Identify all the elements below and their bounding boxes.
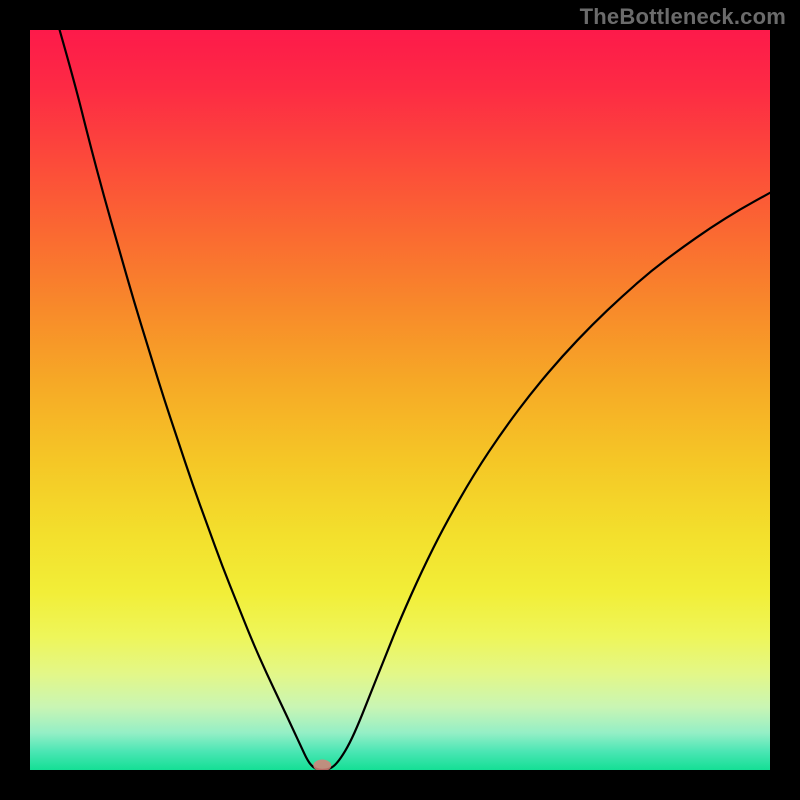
watermark-text: TheBottleneck.com (580, 4, 786, 30)
minimum-marker (313, 760, 331, 772)
plot-gradient-background (30, 30, 770, 770)
chart-container: TheBottleneck.com (0, 0, 800, 800)
bottleneck-curve-chart (0, 0, 800, 800)
